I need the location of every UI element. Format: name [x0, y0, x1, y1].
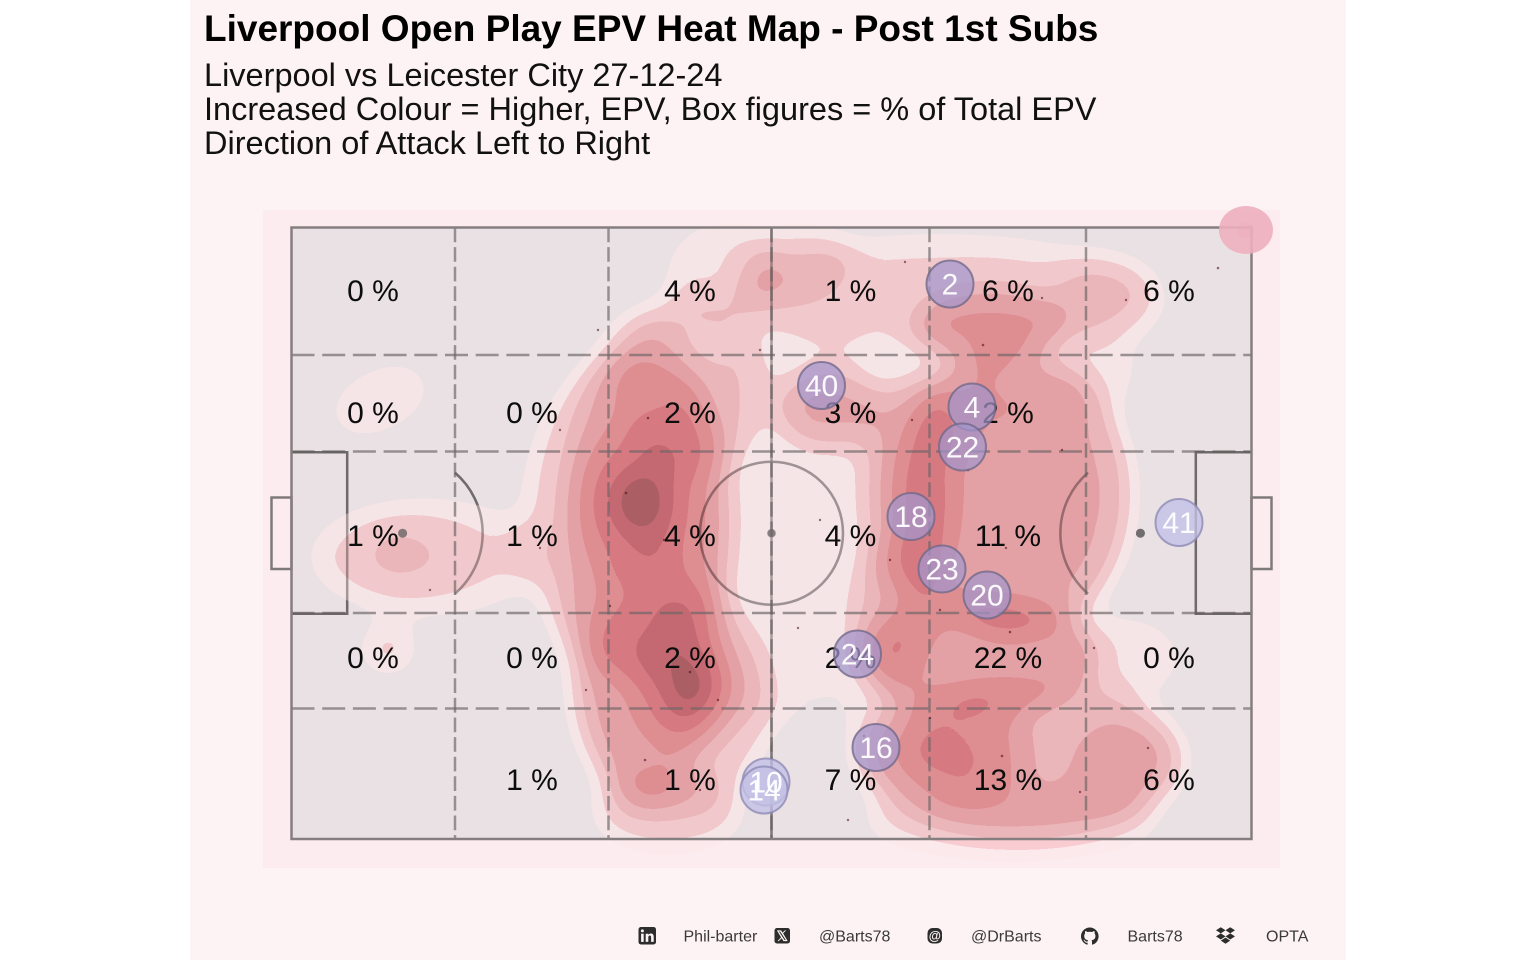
svg-text:41: 41	[1162, 507, 1195, 540]
svg-text:6 %: 6 %	[1143, 275, 1195, 308]
svg-text:2 %: 2 %	[664, 642, 716, 675]
svg-text:@: @	[929, 929, 941, 943]
svg-text:1 %: 1 %	[664, 764, 716, 797]
svg-text:Increased Colour = Higher, EPV: Increased Colour = Higher, EPV, Box figu…	[204, 91, 1097, 127]
svg-text:10: 10	[749, 767, 782, 800]
svg-text:0 %: 0 %	[1143, 642, 1195, 675]
svg-text:24: 24	[841, 639, 874, 672]
svg-text:0 %: 0 %	[506, 397, 558, 430]
svg-text:20: 20	[970, 580, 1003, 613]
svg-text:6 %: 6 %	[982, 275, 1034, 308]
svg-text:2: 2	[942, 269, 959, 302]
svg-text:22: 22	[946, 432, 979, 465]
svg-text:18: 18	[894, 501, 927, 534]
svg-text:2 %: 2 %	[664, 397, 716, 430]
svg-text:Direction of Attack Left to Ri: Direction of Attack Left to Right	[204, 125, 650, 161]
svg-text:6 %: 6 %	[1143, 764, 1195, 797]
svg-text:1 %: 1 %	[347, 520, 399, 553]
svg-text:@DrBarts: @DrBarts	[971, 929, 1041, 946]
svg-text:22 %: 22 %	[974, 642, 1042, 675]
svg-text:4 %: 4 %	[664, 520, 716, 553]
svg-text:Liverpool vs Leicester City 27: Liverpool vs Leicester City 27-12-24	[204, 57, 722, 93]
svg-text:Phil-barter: Phil-barter	[684, 929, 758, 946]
svg-text:13 %: 13 %	[974, 764, 1042, 797]
svg-text:0 %: 0 %	[347, 397, 399, 430]
svg-text:@Barts78: @Barts78	[819, 929, 890, 946]
svg-text:0 %: 0 %	[347, 275, 399, 308]
svg-text:11 %: 11 %	[975, 520, 1041, 553]
svg-text:23: 23	[925, 554, 958, 587]
svg-text:1 %: 1 %	[506, 520, 558, 553]
svg-text:Barts78: Barts78	[1128, 929, 1183, 946]
svg-text:4 %: 4 %	[664, 275, 716, 308]
svg-text:0 %: 0 %	[506, 642, 558, 675]
svg-text:Liverpool Open Play EPV Heat M: Liverpool Open Play EPV Heat Map - Post …	[204, 8, 1098, 49]
svg-text:4 %: 4 %	[825, 520, 877, 553]
svg-text:1 %: 1 %	[825, 275, 877, 308]
svg-text:4: 4	[964, 392, 981, 425]
svg-text:1 %: 1 %	[506, 764, 558, 797]
svg-text:14: 14	[747, 775, 780, 808]
svg-text:OPTA: OPTA	[1266, 929, 1309, 946]
svg-text:16: 16	[859, 732, 892, 765]
svg-text:40: 40	[805, 370, 838, 403]
svg-text:0 %: 0 %	[347, 642, 399, 675]
